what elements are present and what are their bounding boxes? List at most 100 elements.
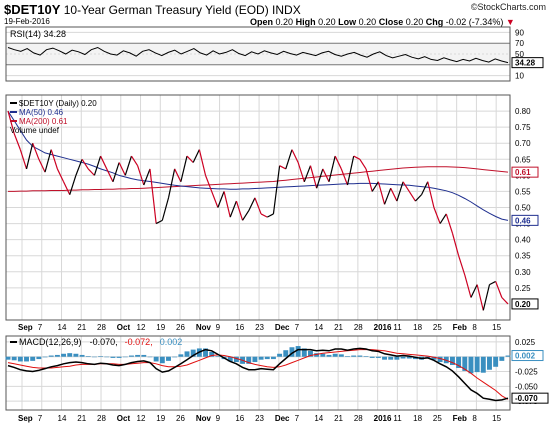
price-segment [143,168,151,186]
macd-histogram-bar [308,350,313,357]
price-segment [7,110,15,134]
macd-histogram-bar [326,354,332,357]
macd-histogram-bar [320,353,326,357]
price-segment [346,155,355,186]
macd-histogram-bar [246,356,252,364]
price-tick-label: 0.55 [515,187,531,196]
x-tick-label: 7 [295,323,300,332]
price-segment [112,162,120,182]
x-tick-label: 7 [38,414,43,423]
macd-histogram-bar [85,356,91,357]
symbol-name: 10-Year German Treasury Yield (EOD) [63,3,269,17]
x-tick-label: 23 [255,323,264,332]
x-tick-label: 14 [58,414,67,423]
macd-histogram-bar [357,355,363,357]
macd-histogram-bar [258,356,264,360]
price-segment [316,168,324,189]
macd-histogram-bar [400,356,406,359]
macd-histogram-bar [437,356,443,363]
macd-histogram-bar [104,356,110,358]
price-segment [272,165,281,215]
macd-histogram-bar [61,353,67,357]
macd-histogram-bar [153,356,159,362]
price-segment [427,181,435,208]
price-segment [266,213,274,218]
macd-histogram-bar [314,353,320,357]
price-segment [130,155,139,167]
price-segment [421,181,429,195]
price-frame [5,94,511,321]
macd-histogram-bar [332,353,338,357]
x-tick-label: Nov [196,414,212,423]
x-tick-label: 19 [156,414,165,423]
macd-histogram-bar [42,356,48,358]
ma200-value-tag: 0.61 [515,168,531,177]
macd-histogram-bar [388,356,394,360]
price-segment [223,191,231,218]
price-segment [137,165,145,186]
x-tick-label: 28 [97,414,106,423]
x-tick-label: Oct [117,414,131,423]
macd-legend-item: -0.070, [90,337,118,347]
x-tick-label: 26 [176,323,185,332]
macd-histogram-bar [375,356,381,358]
x-tick-label: 16 [235,323,244,332]
price-segment [248,197,256,211]
macd-histogram-bar [487,356,492,370]
macd-histogram-bar [456,356,462,368]
price-segment [445,213,454,234]
chg-value: -0.02 (-7.34%) [445,17,504,27]
price-segment [464,274,472,298]
x-tick-label: 11 [393,323,402,332]
macd-histogram-bar [54,354,60,357]
price-segment [309,165,318,189]
price-legend-item: Volume undef [10,126,60,135]
rsi-tick-label: 50 [515,50,524,59]
price-segment [217,191,225,208]
x-tick-label: 18 [413,323,422,332]
down-arrow-icon: ▼ [505,17,515,27]
high-label: High [295,17,316,27]
price-segment [383,187,392,205]
x-tick-label: 15 [492,323,501,332]
x-tick-label: 12 [137,323,146,332]
price-segment [390,187,398,202]
price-segment [211,191,219,208]
price-segment [106,168,114,183]
macd-histogram-bar [67,353,73,357]
macd-histogram-bar [135,354,141,357]
macd-histogram-bar [264,356,270,360]
price-segment [322,168,330,183]
macd-histogram-bar [184,351,190,357]
macd-histogram-bar [462,356,468,371]
date-label: 19-Feb-2016 [4,17,50,26]
macd-histogram-bar [147,356,153,358]
x-axis-price: Sep 7 14 21 28 Oct 12 19 26 Nov 9 16 23 Dec 7 14 21 28 201… [18,323,502,332]
price-segment [408,191,416,202]
rsi-value-tag: 34.28 [515,59,536,68]
price-tick-label: 0.75 [515,123,531,132]
price-segment [353,155,361,160]
x-tick-label: 19 [156,323,165,332]
macd-histogram-bar [295,346,301,357]
price-segment [149,168,157,224]
rsi-tick-label: 70 [515,39,524,48]
price-segment [161,197,170,221]
price-segment [396,181,404,202]
price-tick-label: 0.80 [515,107,531,116]
macd-histogram-bar [474,356,480,373]
price-tick-label: 0.50 [515,204,531,213]
price-legend-item: MA(200) 0.61 [19,117,68,126]
x-tick-label: Feb [453,414,467,423]
price-tick-label: 0.40 [515,236,531,245]
macd-histogram-bar [449,356,455,366]
low-value: 0.20 [358,17,377,27]
macd-histogram-bar [277,353,283,357]
price-segment [44,149,52,173]
macd-hist-tag-box [511,350,544,362]
macd-hist-tag: 0.002 [515,352,536,361]
macd-histogram-bar [499,356,505,361]
macd-histogram-bar [338,354,344,357]
x-tick-label: Sep [18,323,33,332]
